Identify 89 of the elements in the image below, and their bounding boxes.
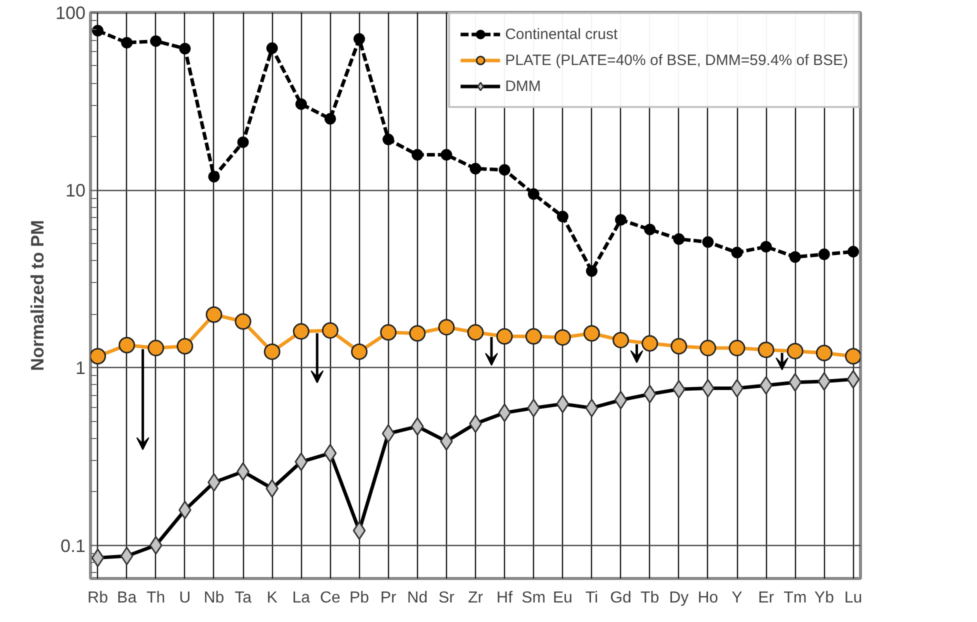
point [150,35,162,47]
point [615,214,627,226]
legend-label: PLATE (PLATE=40% of BSE, DMM=59.4% of BSE) [505,52,848,68]
point [266,42,278,54]
x-tick-label: Th [146,590,166,606]
point [292,323,310,340]
x-tick-label: Gd [610,590,632,606]
point [438,318,455,336]
point [789,251,801,263]
point [702,236,714,248]
point [237,136,249,148]
x-tick-label: La [292,590,310,606]
point [525,328,542,345]
x-tick-label: Eu [552,590,572,606]
x-tick-label: U [179,590,191,606]
point [583,325,600,342]
x-tick-label: Ho [698,590,718,606]
point [382,134,394,146]
x-tick-label: Tb [640,590,660,606]
x-tick-label: Pr [380,590,397,606]
point [354,33,366,45]
point [673,233,685,245]
point [728,340,746,356]
point [176,338,194,355]
legend-label: DMM [505,78,541,94]
point [380,324,397,341]
point [554,329,571,346]
point [818,248,830,260]
x-tick-label: Nd [407,590,428,606]
point [816,344,832,362]
point [528,188,540,200]
point [470,162,482,174]
point [148,340,164,356]
point [118,336,136,354]
point [322,322,338,339]
x-tick-label: Ba [117,590,137,606]
legend-label: Continental crust [505,26,618,42]
point [586,265,598,277]
point [760,240,772,252]
x-tick-label: Hf [496,590,514,606]
point [234,313,252,330]
x-tick-label: Ce [320,590,341,606]
x-tick-label: Pb [349,590,370,606]
point [295,98,307,110]
x-tick-label: Y [732,590,743,606]
point [90,348,106,364]
point [498,164,510,176]
y-axis-title: Normalized to PM [27,220,48,372]
point [206,306,222,323]
point [644,224,656,236]
point [612,332,630,348]
y-tick-label: 10 [65,180,86,201]
point [409,325,426,342]
x-tick-label: K [266,590,278,606]
y-tick-label: 1 [75,358,86,378]
y-tick-label: 0.1 [60,536,86,556]
point [208,170,220,182]
point [92,24,104,36]
point [496,328,513,345]
point [121,36,133,48]
point [556,210,568,222]
x-tick-label: Zr [468,590,484,606]
point [440,149,452,161]
point [412,149,424,161]
x-tick-label: Ti [585,590,598,606]
x-tick-label: Dy [669,590,689,606]
x-tick-label: Lu [844,590,862,606]
x-tick-label: Er [758,590,775,606]
x-tick-label: Sm [522,590,546,606]
point [847,246,859,258]
y-tick-label: 100 [55,3,86,23]
point [324,113,336,125]
x-tick-label: Yb [814,590,834,606]
point [642,335,658,352]
point [844,348,860,364]
point [786,342,804,360]
point [700,340,716,356]
point [264,343,280,360]
x-tick-label: Sr [438,590,456,606]
point [758,342,774,358]
x-tick-label: Tm [784,590,807,606]
point [179,42,191,54]
x-tick-label: Ta [234,590,252,606]
point [731,246,743,258]
x-tick-label: Nb [204,590,224,606]
point [351,343,368,360]
point [670,338,688,355]
x-tick-label: Rb [88,590,108,606]
point [467,324,484,341]
